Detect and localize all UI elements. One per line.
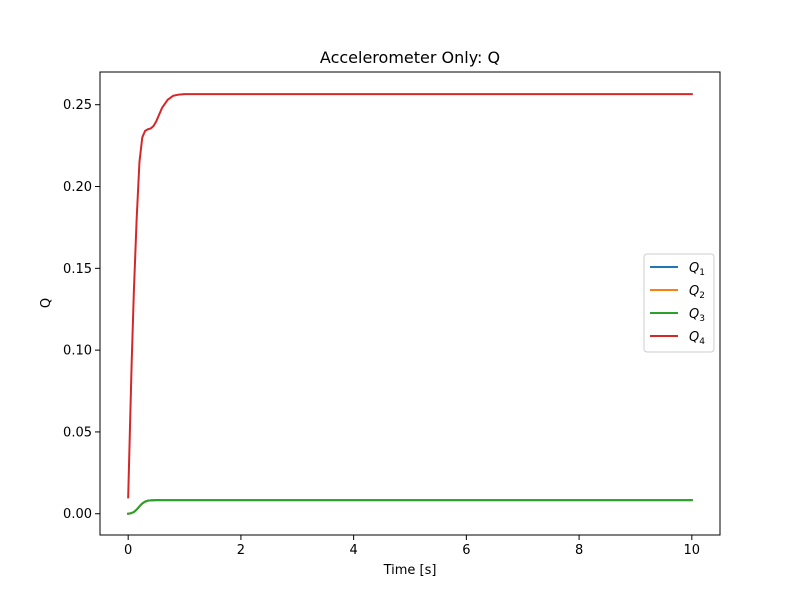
chart-title: Accelerometer Only: Q: [320, 48, 500, 67]
x-axis: 0 2 4 6 8 10: [124, 535, 700, 558]
plot-frame: [99, 71, 721, 536]
y-tick-label: 0.10: [63, 344, 92, 359]
x-tick-label: 10: [684, 543, 701, 558]
legend-label-main: Q: [689, 261, 699, 276]
legend-label-subscript: 4: [699, 337, 705, 347]
x-axis-label: Time [s]: [383, 563, 437, 578]
legend-label-subscript: 2: [699, 291, 705, 301]
legend-label-main: Q: [689, 284, 699, 299]
legend-label-q4: Q4: [689, 330, 705, 347]
x-tick-label: 4: [349, 543, 357, 558]
legend-label-subscript: 1: [699, 268, 705, 278]
legend-label-q2: Q2: [689, 284, 705, 301]
series-line-q3: [127, 499, 693, 515]
y-tick-label: 0.15: [63, 262, 92, 277]
series-layer: [127, 93, 693, 515]
legend-label-main: Q: [689, 330, 699, 345]
legend-label-subscript: 3: [699, 314, 705, 324]
x-tick-label: 0: [124, 543, 132, 558]
y-tick-label: 0.25: [63, 98, 92, 113]
series-line-q4: [127, 93, 693, 499]
y-tick-label: 0.05: [63, 425, 92, 440]
x-tick-label: 6: [462, 543, 470, 558]
x-tick-label: 2: [237, 543, 245, 558]
y-tick-label: 0.00: [63, 507, 92, 522]
legend-box: [643, 253, 715, 353]
y-axis: 0.00 0.05 0.10 0.15 0.20 0.25: [63, 98, 100, 522]
y-axis-label: Q: [39, 298, 54, 308]
legend-label-main: Q: [689, 307, 699, 322]
legend-label-q3: Q3: [689, 307, 705, 324]
x-tick-label: 8: [575, 543, 583, 558]
y-tick-label: 0.20: [63, 180, 92, 195]
legend-label-q1: Q1: [689, 261, 705, 278]
